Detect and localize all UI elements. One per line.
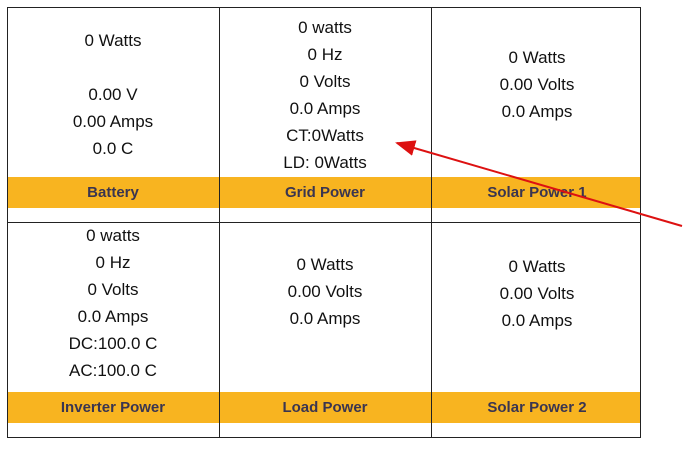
arrow [395, 140, 683, 227]
cell-label: Solar Power 1 [487, 184, 587, 201]
reading: 0 Watts [296, 255, 354, 274]
reading: 0 Watts [508, 257, 566, 276]
label-bar [8, 392, 640, 423]
readings: 0 watts 0 Hz 0 Volts 0.0 Amps CT:0Watts LD: 0… [219, 14, 431, 176]
cell-label: Inverter Power [60, 399, 166, 416]
cell-label: Solar Power 2 [487, 399, 587, 416]
readings: 0 Watts 0.00 Volts 0.0 Amps [219, 251, 431, 332]
divider [7, 222, 641, 223]
reading: 0.00 Volts [499, 284, 575, 303]
reading: CT:0Watts [286, 126, 364, 145]
reading: 0 Watts [84, 31, 142, 50]
reading: 0 watts [298, 18, 352, 37]
reading: 0.0 Amps [289, 99, 361, 118]
cell-label: Grid Power [284, 184, 366, 201]
readings: 0 Watts 0.00 V 0.00 Amps 0.0 C [7, 27, 219, 162]
cell-label: Load Power [282, 399, 368, 416]
reading: DC:100.0 C [68, 334, 158, 353]
reading: 0.0 Amps [501, 311, 573, 330]
reading: 0.0 Amps [77, 307, 149, 326]
readings: 0 watts 0 Hz 0 Volts 0.0 Amps DC:100.0 C AC:1… [7, 222, 219, 384]
reading: 0 Volts [299, 72, 351, 91]
reading: LD: 0Watts [283, 153, 367, 172]
reading: 0.0 Amps [289, 309, 361, 328]
reading: 0.00 Volts [287, 282, 363, 301]
reading: 0.00 Volts [499, 75, 575, 94]
reading: 0 watts [86, 226, 140, 245]
reading: AC:100.0 C [69, 361, 157, 380]
readings: 0 Watts 0.00 Volts 0.0 Amps [431, 44, 643, 125]
reading: 0.0 C [92, 139, 134, 158]
reading: 0 Hz [307, 45, 343, 64]
cell-label: Battery [87, 184, 139, 201]
reading: 0.00 V [88, 85, 138, 104]
reading: 0.0 Amps [501, 102, 573, 121]
reading: 0 Volts [87, 280, 139, 299]
reading: 0 Watts [508, 48, 566, 67]
readings: 0 Watts 0.00 Volts 0.0 Amps [431, 253, 643, 334]
reading: 0 Hz [95, 253, 131, 272]
reading: 0.00 Amps [72, 112, 154, 131]
